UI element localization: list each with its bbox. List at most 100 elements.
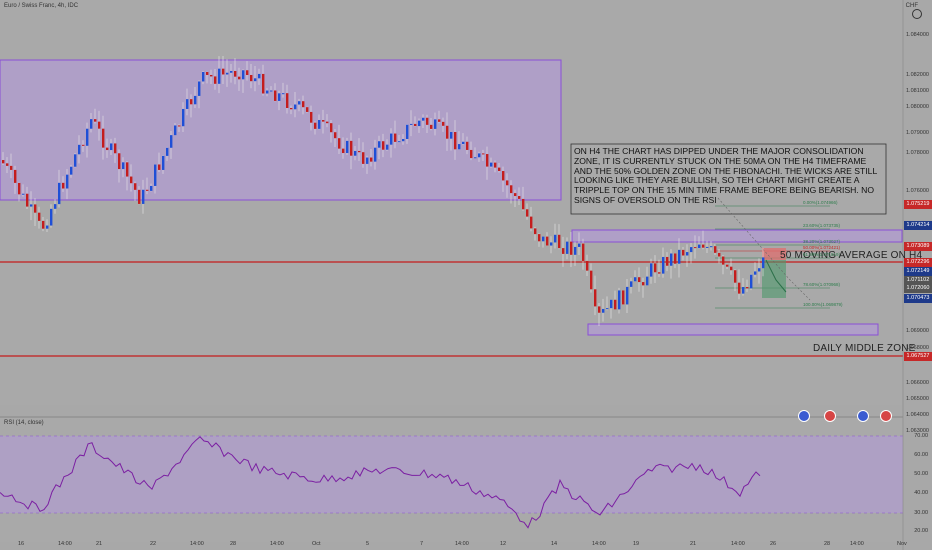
candle-body bbox=[190, 99, 193, 105]
candle-body bbox=[574, 246, 577, 255]
candle-body bbox=[134, 183, 137, 190]
candle-body bbox=[686, 252, 689, 256]
upper-zone[interactable] bbox=[571, 229, 903, 243]
candle-body bbox=[86, 128, 89, 146]
candle-body bbox=[22, 193, 25, 195]
candle-body bbox=[422, 117, 425, 121]
candle-body bbox=[238, 76, 241, 80]
time-axis-label: 28 bbox=[230, 541, 237, 547]
rsi-axis-label: 60.00 bbox=[914, 452, 928, 458]
price-axis-label: 1.081000 bbox=[906, 88, 929, 94]
fib-label: 61.80%(1.071819) bbox=[803, 252, 841, 257]
fib-label: 23.60%(1.073735) bbox=[803, 223, 841, 228]
candle-body bbox=[506, 180, 509, 186]
candle-body bbox=[154, 164, 157, 186]
candle-body bbox=[314, 122, 317, 129]
candle-body bbox=[606, 308, 609, 310]
candle-body bbox=[286, 93, 289, 109]
candle-body bbox=[654, 263, 657, 273]
candle-body bbox=[414, 123, 417, 127]
time-axis-label: 28 bbox=[824, 541, 831, 547]
candle-body bbox=[182, 108, 185, 127]
candle-body bbox=[98, 121, 101, 129]
take-profit-box[interactable] bbox=[762, 260, 786, 298]
candle-body bbox=[490, 162, 493, 167]
candle-body bbox=[66, 174, 69, 189]
candlesticks[interactable] bbox=[2, 55, 765, 327]
candle-body bbox=[630, 281, 633, 287]
candle-body bbox=[294, 104, 297, 110]
candle-body bbox=[486, 154, 489, 167]
candle-body bbox=[34, 204, 37, 213]
price-tag: 1.075219 bbox=[904, 200, 932, 209]
candle-body bbox=[270, 90, 273, 92]
candle-body bbox=[446, 125, 449, 139]
candle-body bbox=[178, 125, 181, 127]
daily-middle-zone-label[interactable]: DAILY MIDDLE ZONE bbox=[813, 343, 916, 354]
event-icon[interactable] bbox=[798, 410, 810, 422]
candle-body bbox=[682, 249, 685, 256]
candle-body bbox=[418, 120, 421, 127]
annotation-box[interactable] bbox=[570, 143, 887, 215]
candle-body bbox=[330, 123, 333, 133]
moving-average-label[interactable]: 50 MOVING AVERAGE ON H4 bbox=[780, 250, 923, 261]
candle-body bbox=[274, 90, 277, 101]
candle-body bbox=[38, 212, 41, 221]
price-axis-label: 1.069000 bbox=[906, 328, 929, 334]
candle-body bbox=[578, 243, 581, 247]
analysis-annotation[interactable]: ON H4 THE CHART HAS DIPPED UNDER THE MAJ… bbox=[574, 146, 877, 205]
candle-body bbox=[406, 124, 409, 139]
time-axis-label: 14:00 bbox=[731, 541, 745, 547]
candle-body bbox=[374, 147, 377, 162]
candle-body bbox=[534, 228, 537, 235]
candle-body bbox=[554, 234, 557, 243]
price-axis-label: 1.078000 bbox=[906, 150, 929, 156]
candle-body bbox=[670, 253, 673, 266]
candle-body bbox=[718, 252, 721, 257]
candle-body bbox=[70, 166, 73, 175]
candle-body bbox=[130, 176, 133, 184]
consolidation-zone[interactable] bbox=[0, 59, 562, 201]
time-axis-label: 14 bbox=[551, 541, 558, 547]
alert-icon[interactable] bbox=[824, 410, 836, 422]
news-icon[interactable] bbox=[857, 410, 869, 422]
price-tag: 1.074214 bbox=[904, 221, 932, 230]
settings-icon[interactable] bbox=[912, 9, 922, 19]
rsi-axis-label: 50.00 bbox=[914, 471, 928, 477]
candle-body bbox=[642, 282, 645, 286]
time-axis-label: 16 bbox=[18, 541, 25, 547]
time-axis-label: 12 bbox=[500, 541, 507, 547]
candle-body bbox=[434, 119, 437, 129]
candle-body bbox=[598, 306, 601, 313]
candle-body bbox=[82, 144, 85, 146]
flag-icon[interactable] bbox=[880, 410, 892, 422]
lower-zone[interactable] bbox=[587, 323, 879, 336]
candle-body bbox=[722, 256, 725, 265]
price-axis-label: 1.068000 bbox=[906, 345, 929, 351]
time-axis-label: 5 bbox=[366, 541, 370, 547]
candle-body bbox=[322, 120, 325, 122]
candle-body bbox=[198, 81, 201, 96]
candle-body bbox=[170, 135, 173, 148]
candle-body bbox=[378, 141, 381, 148]
candle-body bbox=[698, 244, 701, 249]
candle-body bbox=[394, 133, 397, 142]
stop-loss-box[interactable] bbox=[762, 248, 786, 260]
candle-body bbox=[290, 108, 293, 110]
candle-body bbox=[146, 189, 149, 191]
candle-body bbox=[334, 132, 337, 139]
candle-body bbox=[354, 150, 357, 156]
candle-body bbox=[758, 268, 761, 272]
candle-body bbox=[150, 185, 153, 191]
time-axis-label: Nov bbox=[897, 541, 907, 547]
candle-body bbox=[514, 193, 517, 197]
candle-body bbox=[242, 70, 245, 80]
candle-body bbox=[562, 248, 565, 254]
fib-label: 100.00%(1.069879) bbox=[803, 302, 843, 307]
candle-body bbox=[278, 93, 281, 101]
candle-body bbox=[650, 263, 653, 277]
candle-body bbox=[398, 141, 401, 143]
candle-body bbox=[10, 165, 13, 170]
